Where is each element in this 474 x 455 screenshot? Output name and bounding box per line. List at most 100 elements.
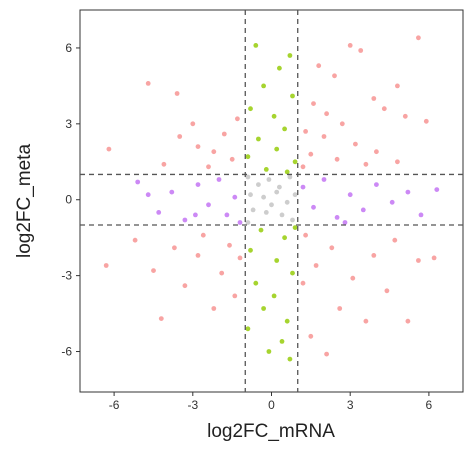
data-point <box>172 245 177 251</box>
data-point <box>321 134 327 139</box>
data-point <box>269 202 274 208</box>
data-point <box>256 136 261 142</box>
y-tick-label: -6 <box>61 345 72 359</box>
data-point <box>371 96 377 101</box>
data-point <box>237 255 243 261</box>
data-point <box>258 227 264 233</box>
data-point <box>277 65 282 71</box>
data-point <box>219 270 225 276</box>
data-point <box>287 356 293 362</box>
data-point <box>434 187 440 193</box>
x-tick-label: 3 <box>347 398 354 412</box>
data-point <box>284 199 290 205</box>
data-point <box>324 351 329 357</box>
data-point <box>248 247 253 253</box>
data-point <box>263 210 269 215</box>
data-point <box>300 184 306 190</box>
data-points <box>103 35 440 362</box>
data-point <box>195 144 201 150</box>
data-point <box>135 179 141 185</box>
data-point <box>324 111 329 117</box>
data-point <box>405 189 411 195</box>
data-point <box>103 263 109 268</box>
data-point <box>353 141 358 147</box>
data-point <box>337 306 343 311</box>
data-point <box>303 232 308 238</box>
data-point <box>250 207 256 213</box>
data-point <box>292 225 298 231</box>
data-point <box>290 217 295 223</box>
data-point <box>279 339 285 344</box>
data-point <box>277 184 282 190</box>
data-point <box>169 189 175 195</box>
data-point <box>303 129 308 134</box>
data-point <box>195 253 201 258</box>
data-point <box>132 237 138 243</box>
data-point <box>256 182 261 188</box>
data-point <box>416 258 421 263</box>
data-point <box>405 318 411 324</box>
data-point <box>311 204 316 210</box>
data-point <box>384 288 390 294</box>
data-point <box>363 318 369 324</box>
data-point <box>266 177 272 182</box>
data-point <box>245 220 251 225</box>
data-point <box>206 164 211 170</box>
data-point <box>206 202 211 208</box>
data-point <box>431 255 437 261</box>
data-point <box>145 81 151 86</box>
data-point <box>395 159 400 165</box>
data-point <box>360 207 366 213</box>
data-point <box>290 93 295 99</box>
data-point <box>261 306 266 311</box>
data-point <box>274 258 280 263</box>
data-point <box>245 154 251 160</box>
y-axis-title: log2FC_meta <box>14 144 35 258</box>
data-point <box>261 83 266 89</box>
data-point <box>156 210 162 215</box>
data-point <box>229 156 235 162</box>
data-point <box>316 63 322 69</box>
data-point <box>423 118 429 124</box>
data-point <box>232 194 238 200</box>
data-point <box>274 189 280 195</box>
data-point <box>308 151 314 157</box>
data-point <box>334 215 340 220</box>
data-point <box>151 268 156 273</box>
y-tick-label: -3 <box>61 269 72 283</box>
data-point <box>274 146 280 152</box>
data-point <box>287 174 293 180</box>
data-point <box>190 121 196 127</box>
data-point <box>248 192 253 198</box>
data-point <box>381 106 387 112</box>
data-point <box>271 113 277 119</box>
data-point <box>216 177 222 182</box>
y-axis-ticks: -6 -3 0 3 6 <box>61 41 80 359</box>
x-axis-ticks: -6 -3 0 3 6 <box>109 392 433 412</box>
data-point <box>193 212 198 218</box>
data-point <box>358 48 364 53</box>
data-point <box>350 275 356 281</box>
data-point <box>282 235 287 241</box>
data-point <box>371 253 377 258</box>
data-point <box>347 43 353 48</box>
data-point <box>145 192 151 198</box>
data-point <box>284 169 290 175</box>
data-point <box>300 164 306 170</box>
data-point <box>232 293 238 299</box>
data-point <box>253 43 259 48</box>
data-point <box>292 159 298 165</box>
data-point <box>271 293 277 299</box>
data-point <box>282 126 287 132</box>
data-point <box>311 101 316 106</box>
data-point <box>332 73 337 79</box>
data-point <box>339 121 345 127</box>
data-point <box>211 149 217 155</box>
x-tick-label: -3 <box>187 398 198 412</box>
x-tick-label: 6 <box>426 398 433 412</box>
data-point <box>245 174 251 180</box>
data-point <box>416 35 421 41</box>
data-point <box>287 53 293 58</box>
data-point <box>300 280 306 286</box>
data-point <box>245 326 251 332</box>
